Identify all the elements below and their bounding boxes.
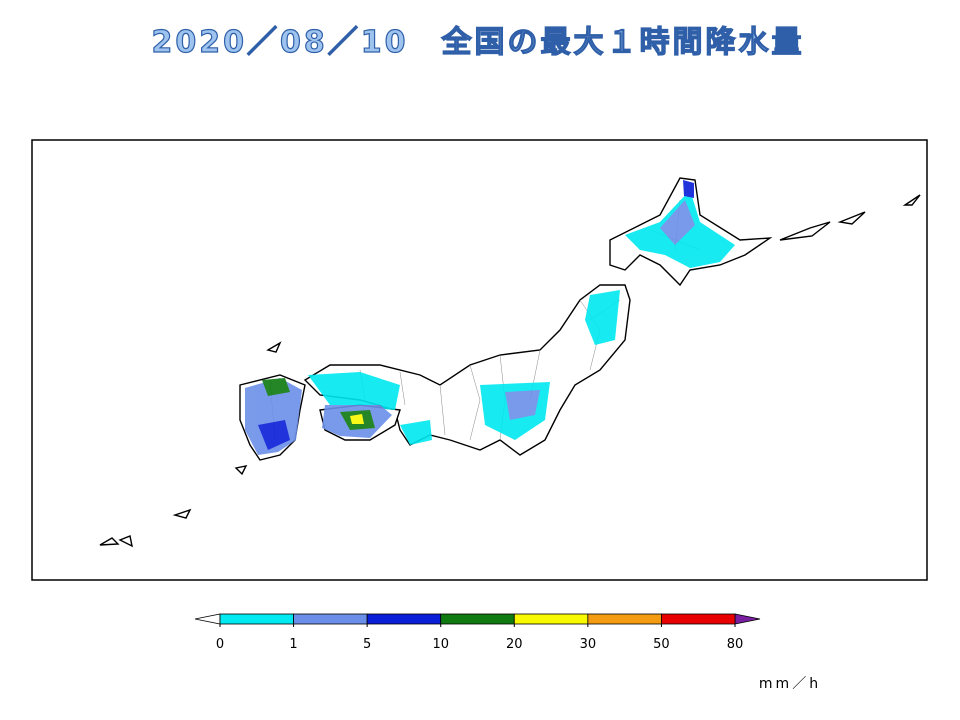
colorbar-tick-label: 50 — [653, 637, 670, 652]
colorbar-tick-label: 5 — [363, 637, 371, 652]
colorbar-segment — [366, 613, 442, 625]
over-triangle — [734, 613, 761, 625]
colorbar-segment — [293, 613, 368, 625]
colorbar-segment — [440, 613, 515, 625]
colorbar-tick-label: 20 — [506, 637, 523, 652]
colorbar-tick-label: 10 — [432, 637, 449, 652]
colorbar: 0 1 5 10 20 30 50 80 — [194, 613, 761, 652]
title: 2020／08／10 全国の最大１時間降水量 — [152, 25, 805, 60]
colorbar-segment — [219, 613, 294, 625]
colorbar-segment — [661, 613, 736, 625]
colorbar-tick-label: 0 — [216, 637, 224, 652]
southern-islands — [99, 341, 282, 548]
map — [99, 177, 921, 548]
colorbar-tick-label: 30 — [580, 637, 597, 652]
colorbar-segment — [587, 613, 662, 625]
map-frame — [31, 139, 928, 581]
colorbar-tick-label: 1 — [289, 637, 297, 652]
colorbar-segment — [513, 613, 589, 625]
unit-label: mm／h — [759, 676, 821, 692]
under-triangle — [194, 613, 221, 625]
precipitation — [245, 180, 735, 455]
colorbar-tick-label: 80 — [727, 637, 744, 652]
kuril-islands — [779, 194, 921, 241]
